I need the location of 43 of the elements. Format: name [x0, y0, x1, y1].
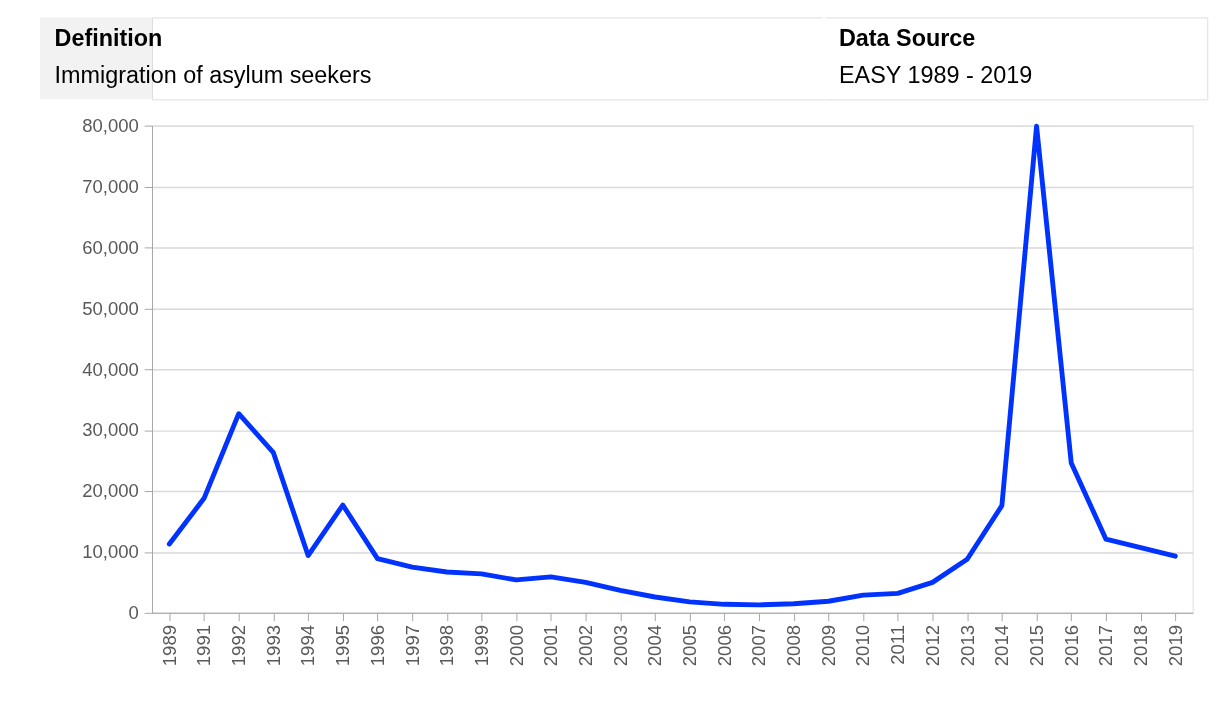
x-tick-label: 2017	[1095, 625, 1117, 667]
x-tick-label: 1995	[332, 625, 354, 667]
x-tick-label: 2010	[852, 625, 874, 667]
x-tick-label: 2006	[713, 625, 735, 667]
x-tick-label: 2003	[609, 625, 631, 667]
x-tick-label: 2019	[1164, 625, 1186, 667]
chart-title: Definition	[54, 24, 163, 51]
y-tick-label: 60,000	[82, 236, 139, 258]
chart-subtitle: Immigration of asylum seekers	[54, 61, 372, 88]
x-tick-label: 2014	[991, 625, 1013, 667]
x-tick-label: 2008	[783, 625, 805, 667]
x-tick-label: 2004	[644, 625, 666, 667]
y-tick-label: 30,000	[82, 419, 139, 441]
x-tick-label: 1996	[366, 625, 388, 667]
y-tick-label: 70,000	[82, 175, 139, 197]
x-tick-label: 1993	[262, 625, 284, 667]
x-tick-label: 2007	[748, 625, 770, 667]
y-tick-label: 0	[128, 602, 139, 624]
x-tick-label: 1999	[470, 625, 492, 667]
text: Data Source	[838, 24, 976, 51]
x-tick-label: 2000	[505, 625, 527, 667]
x-tick-label: 2012	[921, 625, 943, 667]
x-tick-label: 2013	[956, 625, 978, 667]
x-tick-label: 1997	[401, 625, 423, 667]
x-tick-label: 2002	[574, 625, 596, 667]
x-tick-label: 2009	[817, 625, 839, 667]
y-tick-label: 50,000	[82, 297, 139, 319]
y-tick-label: 20,000	[82, 480, 139, 502]
y-tick-label: 80,000	[82, 114, 139, 136]
text: EASY 1989 - 2019	[838, 61, 1033, 88]
x-tick-label: 2005	[679, 625, 701, 667]
y-tick-label: 40,000	[82, 358, 139, 380]
x-tick-label: 2018	[1129, 625, 1151, 667]
x-tick-label: 1992	[228, 625, 250, 667]
x-tick-label: 2016	[1060, 625, 1082, 667]
x-tick-label: 2001	[540, 625, 562, 667]
x-tick-label: 1994	[297, 625, 319, 667]
x-tick-label: 1989	[158, 625, 180, 667]
x-tick-label: 2011	[887, 625, 909, 665]
x-tick-label: 2015	[1025, 625, 1047, 667]
y-tick-label: 10,000	[82, 541, 139, 563]
x-tick-label: 1991	[193, 625, 215, 667]
x-tick-label: 1998	[436, 625, 458, 667]
